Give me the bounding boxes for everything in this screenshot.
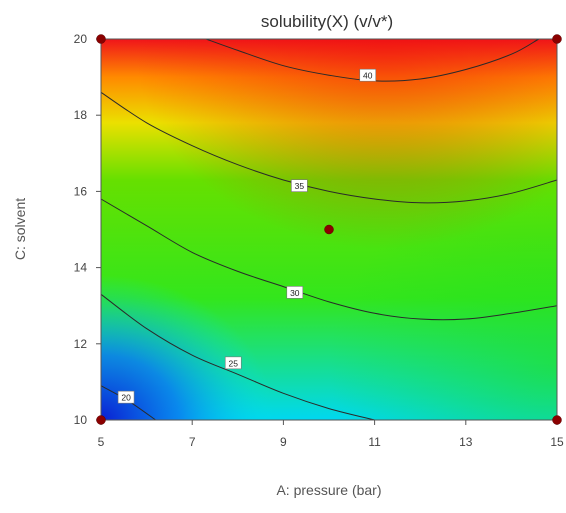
- y-tick-label-20: 20: [74, 32, 88, 46]
- x-tick-label-13: 13: [459, 435, 473, 449]
- contour-label-40: 40: [363, 71, 373, 81]
- x-tick-label-9: 9: [280, 435, 287, 449]
- contour-label-box-30: [286, 286, 304, 299]
- x-tick-label-7: 7: [189, 435, 196, 449]
- contour-line-30: [100, 198, 558, 321]
- y-axis: 10 12 14 16 18 20: [74, 32, 101, 427]
- contour-label-30: 30: [290, 288, 300, 298]
- y-tick-label-12: 12: [74, 337, 88, 351]
- chart-title: solubility(X) (v/v*): [261, 12, 393, 31]
- x-axis: 5 7 9 11 13 15: [98, 420, 564, 449]
- y-axis-label: C: solvent: [12, 198, 28, 260]
- contour-label-box-35: [291, 179, 308, 192]
- x-tick-label-5: 5: [98, 435, 105, 449]
- contour-label-box-20: [117, 390, 135, 404]
- contour-label-25: 25: [229, 358, 239, 368]
- x-tick-label-11: 11: [368, 435, 381, 449]
- x-axis-label: A: pressure (bar): [276, 482, 381, 498]
- y-tick-label-18: 18: [74, 108, 88, 122]
- y-tick-label-10: 10: [74, 413, 88, 427]
- design-point-5: [552, 415, 562, 425]
- contour-label-box-40: [359, 68, 377, 82]
- y-tick-label-14: 14: [74, 261, 88, 275]
- contour-label-box-25: [224, 356, 242, 370]
- design-points: [96, 34, 562, 425]
- contour-label-20: 20: [121, 393, 131, 403]
- design-point-1: [96, 34, 106, 44]
- y-tick-label-16: 16: [74, 184, 88, 198]
- design-point-4: [96, 415, 106, 425]
- plot-frame: [100, 38, 558, 421]
- x-tick-label-15: 15: [550, 435, 564, 449]
- contour-line-25: [100, 293, 375, 421]
- contour-label-35: 35: [295, 181, 305, 191]
- contour-line-35: [100, 91, 558, 204]
- contour-lines: 20 25 30 35 40: [100, 38, 558, 421]
- design-point-3: [324, 224, 334, 235]
- design-point-2: [552, 34, 562, 44]
